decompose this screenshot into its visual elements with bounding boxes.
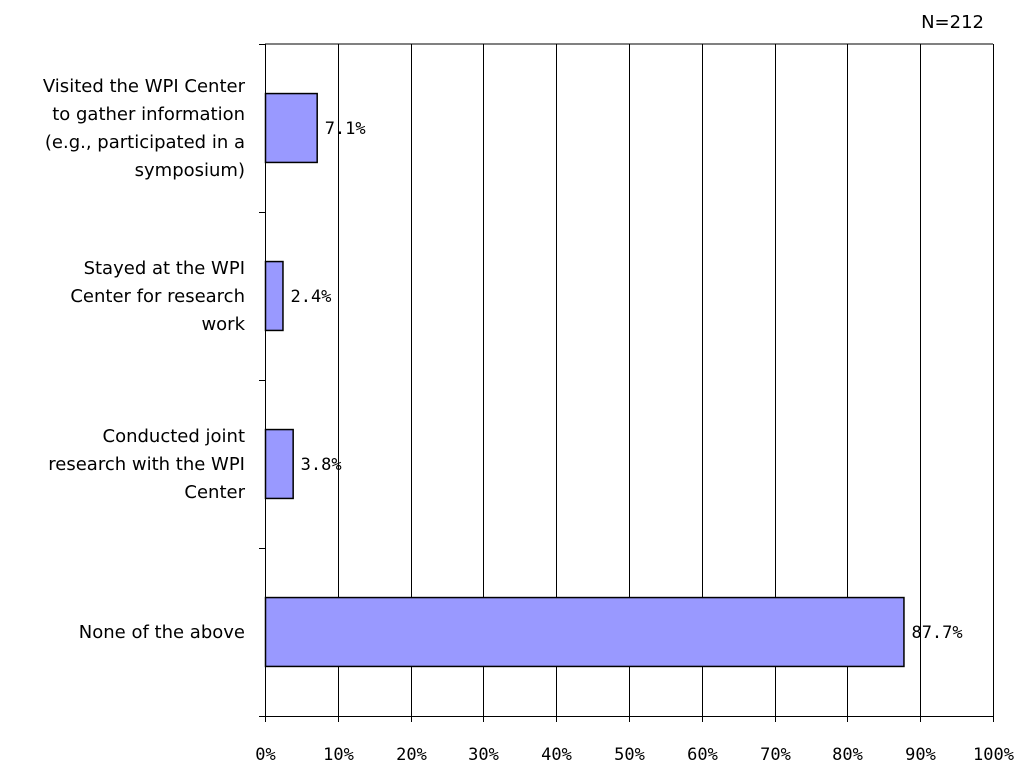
x-tick-label: 0% (255, 745, 275, 765)
bar (264, 428, 294, 500)
category-label: symposium) (135, 160, 245, 181)
labels: 0% 10% 20% 30% 40% 50% 60% 70% 80% 90% 100% 7.1% Vis… (43, 76, 1014, 765)
x-tick-label: 90% (905, 745, 936, 765)
x-tick-label: 60% (687, 745, 718, 765)
category-label: Visited the WPI Center (43, 76, 246, 97)
bars (264, 92, 905, 668)
category-label: Center for research (70, 286, 245, 307)
category-label: Center (184, 482, 245, 503)
category-label: Conducted joint (103, 426, 245, 447)
category-label: (e.g., participated in a (45, 132, 245, 153)
category-label: None of the above (79, 622, 245, 643)
axes (259, 44, 994, 722)
category-label: to gather information (52, 104, 245, 125)
x-tick-label: 70% (760, 745, 791, 765)
data-label: 2.4% (290, 287, 331, 307)
x-tick-label: 40% (541, 745, 572, 765)
category-label: work (201, 314, 245, 335)
x-tick-label: 10% (323, 745, 354, 765)
category-label: Stayed at the WPI (84, 258, 245, 279)
data-label: 87.7% (911, 623, 962, 643)
x-tick-label: 30% (468, 745, 499, 765)
x-tick-label: 80% (832, 745, 863, 765)
x-tick-label: 20% (396, 745, 427, 765)
x-tick-label: 50% (614, 745, 645, 765)
bar (264, 596, 905, 668)
category-label: research with the WPI (48, 454, 245, 475)
grid-lines (265, 43, 994, 716)
sample-size-note: N=212 (921, 12, 984, 33)
data-label: 3.8% (301, 455, 342, 475)
data-label: 7.1% (325, 119, 366, 139)
x-tick-label: 100% (973, 745, 1014, 765)
bar (264, 92, 318, 164)
bar (264, 260, 284, 332)
